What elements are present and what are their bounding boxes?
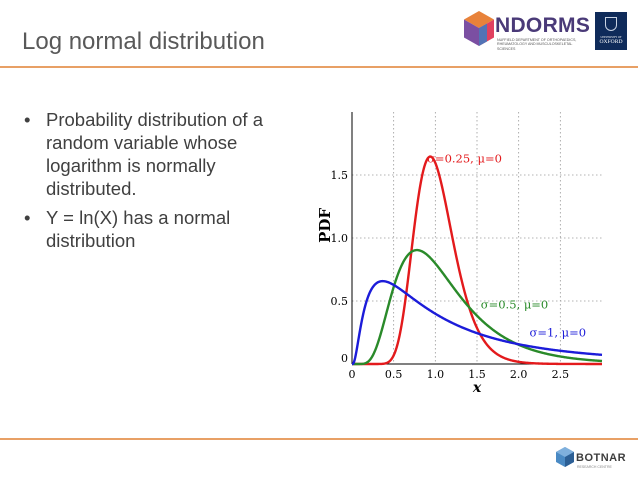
chart-grid: [352, 112, 602, 364]
series-line: [351, 155, 603, 366]
x-tick-label: 2.5: [552, 368, 570, 381]
bullet-marker: •: [24, 207, 31, 228]
bullet-marker: •: [24, 109, 31, 130]
x-tick-label: 1.0: [427, 368, 445, 381]
y-tick-label: 1.0: [331, 232, 349, 245]
oxford-logo: UNIVERSITY OF OXFORD: [595, 12, 627, 50]
chart-series: [351, 155, 603, 366]
ndorms-logo-subtitle: Nuffield Department of Orthopaedics, Rhe…: [497, 38, 577, 51]
bullet-item: • Y = ln(X) has a normal distribution: [22, 206, 307, 252]
series-label: σ=0.5, μ=0: [481, 298, 549, 312]
footer-divider: [0, 438, 638, 440]
botnar-logo-subtitle: Research Centre: [577, 465, 612, 469]
x-tick-label: 0.5: [385, 368, 403, 381]
header-divider: [0, 66, 638, 68]
bullet-text: Y = ln(X) has a normal distribution: [46, 207, 231, 251]
bullet-text: Probability distribution of a random var…: [46, 109, 263, 199]
x-axis-title: x: [472, 380, 482, 396]
x-tick-label: 0: [349, 368, 356, 381]
bullet-list: • Probability distribution of a random v…: [22, 108, 307, 258]
y-tick-label: 0: [341, 352, 348, 365]
chart-labels: x PDF σ=0.25, μ=0 σ=0.5, μ=0 σ=1, μ=0: [316, 151, 586, 396]
chart-ticks: 0 0.5 1.0 1.5 2.0 2.5 0 0.5 1.0 1.5: [331, 169, 570, 381]
y-axis-title: PDF: [316, 208, 334, 243]
ndorms-hexagon-icon: [464, 11, 494, 46]
x-tick-label: 1.5: [468, 368, 486, 381]
series-label: σ=1, μ=0: [530, 325, 587, 339]
y-tick-label: 0.5: [331, 295, 349, 308]
y-tick-label: 1.5: [331, 169, 349, 182]
bullet-item: • Probability distribution of a random v…: [22, 108, 307, 200]
ndorms-logo-name: NDORMS: [495, 14, 591, 37]
botnar-logo-name: BOTNAR: [576, 452, 627, 464]
slide-title: Log normal distribution: [22, 28, 265, 55]
botnar-hexagon-icon: [556, 447, 574, 467]
oxford-shield-icon: [605, 17, 617, 31]
x-tick-label: 2.0: [510, 368, 528, 381]
oxford-line1: UNIVERSITY OF: [600, 36, 622, 39]
series-line: [351, 248, 603, 366]
oxford-logo-text: UNIVERSITY OF OXFORD: [597, 36, 625, 45]
series-line: [351, 279, 603, 366]
series-label: σ=0.25, μ=0: [427, 151, 502, 165]
oxford-line2: OXFORD: [599, 39, 623, 45]
lognormal-pdf-chart: 0 0.5 1.0 1.5 2.0 2.5 0 0.5 1.0 1.5 x PDF σ=0.25, μ…: [316, 112, 603, 396]
